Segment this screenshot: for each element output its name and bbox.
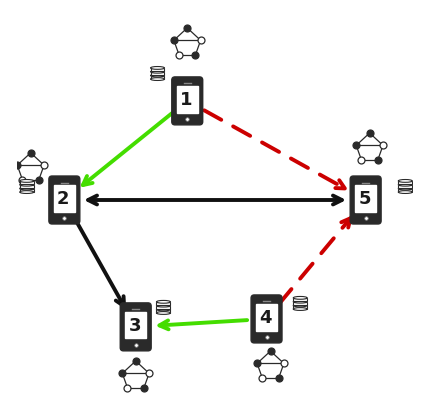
Ellipse shape [20,188,34,190]
Ellipse shape [293,297,307,300]
Ellipse shape [150,79,165,81]
Ellipse shape [398,184,412,186]
Ellipse shape [20,180,34,183]
Bar [20,189,34,192]
Bar [293,306,307,309]
Ellipse shape [157,304,170,307]
FancyArrowPatch shape [88,196,342,205]
Ellipse shape [398,191,412,194]
Ellipse shape [398,188,412,190]
Bar [150,73,165,76]
Ellipse shape [150,67,165,70]
Text: 5: 5 [359,190,371,208]
Bar [150,76,165,80]
Bar [20,185,34,189]
Bar [398,189,412,192]
Bar [20,182,34,185]
Ellipse shape [293,304,307,307]
FancyArrowPatch shape [83,114,172,186]
Bar [150,69,165,72]
Ellipse shape [20,184,34,186]
Ellipse shape [398,180,412,183]
Bar [157,310,170,313]
Ellipse shape [20,191,34,194]
FancyBboxPatch shape [355,186,376,212]
Text: 1: 1 [180,91,193,109]
FancyBboxPatch shape [350,176,381,225]
Text: 3: 3 [129,316,141,334]
FancyArrowPatch shape [279,219,350,304]
Ellipse shape [293,300,307,303]
FancyArrowPatch shape [160,320,247,330]
Bar [157,306,170,310]
FancyBboxPatch shape [54,186,75,212]
FancyBboxPatch shape [120,303,151,351]
Bar [398,182,412,185]
Bar [293,302,307,306]
FancyBboxPatch shape [256,304,277,331]
FancyArrowPatch shape [204,111,345,189]
Bar [293,298,307,302]
Ellipse shape [157,301,170,304]
Bar [157,302,170,306]
FancyArrowPatch shape [74,217,124,306]
FancyBboxPatch shape [125,312,146,338]
FancyBboxPatch shape [49,176,80,225]
Bar [398,185,412,189]
FancyBboxPatch shape [251,295,282,343]
FancyBboxPatch shape [172,78,203,126]
Ellipse shape [293,308,307,311]
Ellipse shape [150,71,165,74]
Text: 4: 4 [259,308,272,326]
Ellipse shape [157,312,170,315]
Text: 2: 2 [57,190,70,208]
Ellipse shape [150,75,165,78]
FancyBboxPatch shape [177,87,198,113]
Ellipse shape [157,308,170,311]
